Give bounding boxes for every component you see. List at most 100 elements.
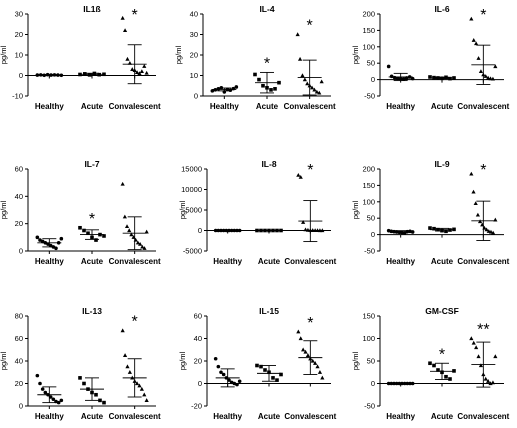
data-point-triangle (305, 353, 311, 357)
y-tick-label: 0 (198, 379, 202, 388)
y-tick-label: 50 (367, 357, 375, 366)
y-tick-label: 60 (15, 334, 23, 343)
chart-panel-5: IL-8 pg/ml -5000 0 5000 10000 15000 Healthy Acut… (178, 159, 337, 266)
category-label: Acute (81, 102, 104, 111)
y-tick-label: 40 (194, 334, 202, 343)
data-point-circle (38, 381, 42, 386)
data-point-triangle (471, 38, 476, 42)
category-label: Acute (431, 257, 454, 266)
y-tick-label: -50 (364, 247, 375, 256)
y-axis-label: pg/ml (178, 200, 187, 219)
data-point-triangle (122, 214, 127, 219)
data-point-circle (40, 239, 45, 244)
y-tick-label: 50 (367, 214, 375, 223)
data-point-triangle (305, 81, 310, 86)
data-point-triangle (142, 246, 147, 250)
data-point-triangle (120, 328, 125, 333)
chart-panel-8: IL-15 pg/ml -20 0 20 40 60 Healthy Acute Convales… (178, 306, 337, 421)
y-tick-label: 150 (362, 312, 375, 321)
data-point-square (428, 361, 432, 366)
data-point-square (78, 225, 82, 230)
data-point-triangle (122, 353, 128, 357)
category-label: Acute (81, 257, 104, 266)
data-point-square (263, 368, 267, 372)
data-point-circle (35, 373, 40, 378)
data-point-triangle (122, 28, 128, 32)
y-tick-label: 40 (15, 192, 23, 201)
y-tick-label: 0 (19, 402, 23, 411)
data-point-triangle (474, 41, 479, 46)
data-point-circle (59, 236, 64, 241)
data-point-triangle (120, 181, 125, 186)
data-point-triangle (301, 347, 306, 352)
data-point-triangle (317, 90, 322, 95)
data-point-triangle (483, 376, 488, 381)
data-point-triangle (484, 227, 489, 232)
data-point-triangle (127, 228, 132, 233)
chart-title: IL1ß (83, 4, 100, 14)
data-point-triangle (134, 70, 140, 75)
y-tick-label: 0 (371, 75, 375, 84)
data-point-square (444, 374, 448, 379)
data-point-square (428, 75, 432, 79)
data-point-triangle (315, 364, 320, 369)
data-point-triangle (139, 386, 144, 391)
data-point-triangle (298, 175, 303, 179)
data-point-triangle (486, 75, 491, 80)
category-label: Convalescent (457, 257, 509, 266)
y-axis-label: pg/ml (351, 45, 360, 64)
y-tick-label: -5000 (183, 247, 202, 256)
data-point-triangle (142, 64, 147, 68)
y-tick-label: -10 (12, 92, 23, 101)
data-point-triangle (144, 70, 149, 75)
data-point-triangle (319, 79, 324, 84)
data-point-triangle (130, 67, 135, 71)
y-tick-label: 50 (367, 59, 375, 68)
data-point-circle (235, 382, 239, 387)
data-point-triangle (139, 69, 144, 73)
y-tick-label: 20 (15, 219, 23, 228)
y-tick-label: 15000 (181, 165, 202, 174)
y-tick-label: 200 (362, 10, 375, 19)
data-point-triangle (473, 201, 478, 206)
data-point-triangle (313, 361, 318, 365)
data-point-triangle (471, 340, 476, 345)
data-point-triangle (320, 228, 325, 233)
category-label: Acute (431, 102, 454, 111)
y-tick-label: 0 (198, 226, 202, 235)
y-tick-label: 10 (15, 51, 23, 60)
category-label: Healthy (386, 102, 415, 111)
data-point-triangle (475, 212, 480, 217)
data-point-square (273, 87, 277, 91)
data-point-circle (213, 356, 218, 361)
significance-marker: * (307, 315, 313, 332)
data-point-circle (56, 400, 61, 405)
y-tick-label: 100 (362, 42, 375, 51)
data-point-triangle (493, 354, 498, 359)
significance-marker: * (307, 18, 313, 35)
data-point-circle (234, 85, 239, 89)
data-point-triangle (476, 354, 481, 359)
y-axis-label: pg/ml (178, 351, 187, 370)
data-point-circle (221, 372, 226, 377)
data-point-circle (237, 379, 242, 384)
data-point-triangle (493, 64, 498, 69)
y-tick-label: 20 (190, 51, 198, 60)
data-point-square (253, 72, 257, 77)
chart-panel-9: GM-CSF pg/ml -50 0 50 100 150 Healthy Acute Conva… (351, 306, 510, 421)
data-point-triangle (491, 230, 496, 235)
y-axis-label: pg/ml (0, 200, 8, 219)
data-point-triangle (469, 16, 474, 21)
data-point-triangle (142, 392, 147, 397)
data-point-circle (59, 398, 64, 403)
chart-title: IL-13 (82, 306, 102, 316)
y-tick-label: -50 (364, 402, 375, 411)
y-tick-label: -20 (191, 402, 202, 411)
data-point-triangle (301, 220, 306, 224)
data-point-square (94, 238, 98, 242)
category-label: Healthy (35, 412, 64, 421)
y-tick-label: -50 (364, 92, 375, 101)
data-point-square (428, 226, 432, 230)
category-label: Convalescent (284, 102, 336, 111)
data-point-triangle (469, 171, 474, 176)
